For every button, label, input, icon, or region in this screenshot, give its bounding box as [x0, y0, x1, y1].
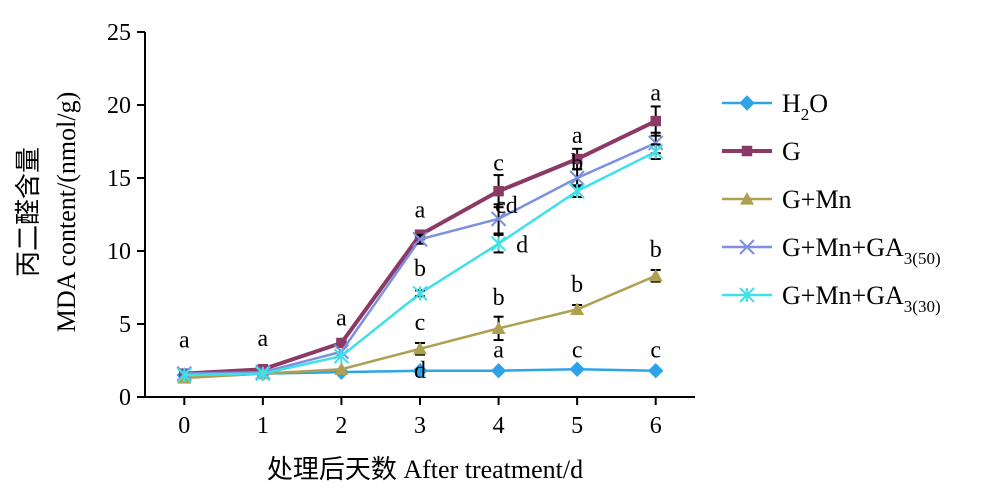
- data-point: [571, 153, 583, 165]
- y-tick-label: 25: [107, 20, 131, 46]
- y-tick-label: 0: [119, 385, 131, 411]
- significance-letter: a: [572, 123, 583, 149]
- y-tick-label: 15: [107, 166, 131, 192]
- y-axis-title-chinese: 丙二醛含量: [14, 147, 43, 277]
- significance-letter: a: [258, 326, 269, 352]
- legend-marker: [739, 287, 755, 303]
- x-tick-label: 4: [493, 413, 505, 439]
- significance-letter: a: [415, 197, 426, 223]
- legend-item: G+Mn+GA3(50): [722, 233, 941, 268]
- legend-label: H2O: [782, 89, 828, 124]
- data-point: [493, 185, 504, 197]
- data-point: [648, 363, 664, 379]
- significance-letter: b: [571, 272, 583, 298]
- significance-letter: b: [571, 151, 583, 177]
- x-tick-label: 2: [335, 413, 347, 439]
- data-point: [333, 348, 350, 364]
- data-point: [648, 144, 664, 160]
- legend-marker: [739, 95, 755, 111]
- series-layer: [176, 105, 664, 384]
- data-point: [412, 363, 428, 379]
- x-tick-label: 3: [414, 413, 426, 439]
- data-point: [569, 170, 585, 186]
- data-point: [413, 341, 427, 355]
- significance-letter: d: [516, 232, 528, 258]
- data-point: [255, 365, 271, 382]
- y-axis-ticks: 0 5 10 15 20 25: [107, 20, 145, 411]
- x-axis-title: 处理后天数 After treatment/d: [267, 455, 583, 484]
- legend-label: G+Mn+GA3(50): [782, 233, 941, 268]
- significance-letter: b: [414, 256, 426, 282]
- significance-letter: b: [493, 285, 505, 311]
- y-tick-label: 20: [107, 93, 131, 119]
- legend-label: G+Mn: [782, 185, 852, 214]
- significance-letter: cd: [495, 193, 518, 219]
- significance-letter: c: [650, 338, 661, 364]
- legend-item: G+Mn+GA3(30): [722, 281, 941, 316]
- legend-item: G+Mn: [722, 185, 852, 214]
- data-point: [490, 235, 507, 252]
- significance-letter: d: [414, 358, 426, 384]
- data-point: [569, 183, 585, 199]
- y-tick-label: 10: [107, 239, 131, 265]
- x-tick-label: 5: [571, 413, 583, 439]
- data-point: [412, 285, 428, 302]
- data-point: [334, 362, 349, 375]
- significance-letter: a: [650, 81, 661, 107]
- data-point: [336, 337, 347, 349]
- legend-item: H2O: [722, 89, 828, 124]
- significance-letter: a: [336, 305, 347, 331]
- legend-item: G: [722, 137, 801, 166]
- data-point: [570, 302, 585, 315]
- x-axis-ticks: 0 1 2 3 4 5 6: [178, 397, 662, 439]
- significance-letter: c: [415, 310, 426, 336]
- x-tick-label: 0: [178, 413, 190, 439]
- significance-letter: b: [650, 237, 662, 263]
- data-point: [490, 211, 507, 227]
- data-point: [650, 115, 661, 127]
- data-point: [648, 268, 663, 282]
- significance-letter: c: [572, 338, 583, 364]
- data-point: [412, 231, 428, 248]
- data-point: [176, 367, 192, 383]
- legend-label: G: [782, 137, 801, 166]
- x-tick-label: 1: [257, 413, 269, 439]
- data-point: [569, 361, 585, 377]
- series-g-mn-ga3-30-: [176, 143, 664, 383]
- legend-marker: [739, 239, 755, 255]
- legend: H2O G G+Mn G+Mn+GA3(50) G+Mn+GA3(30): [722, 89, 941, 316]
- significance-letter: a: [179, 327, 190, 353]
- x-tick-label: 6: [650, 413, 662, 439]
- data-point: [491, 321, 506, 334]
- significance-letter: a: [493, 338, 504, 364]
- legend-label: G+Mn+GA3(30): [782, 281, 941, 316]
- legend-marker: [741, 145, 753, 157]
- legend-marker: [740, 192, 754, 205]
- y-tick-label: 5: [119, 312, 131, 338]
- data-point: [490, 363, 507, 379]
- significance-letter: c: [493, 151, 504, 177]
- y-axis-title-english: MDA content/(nmol/g): [52, 92, 81, 332]
